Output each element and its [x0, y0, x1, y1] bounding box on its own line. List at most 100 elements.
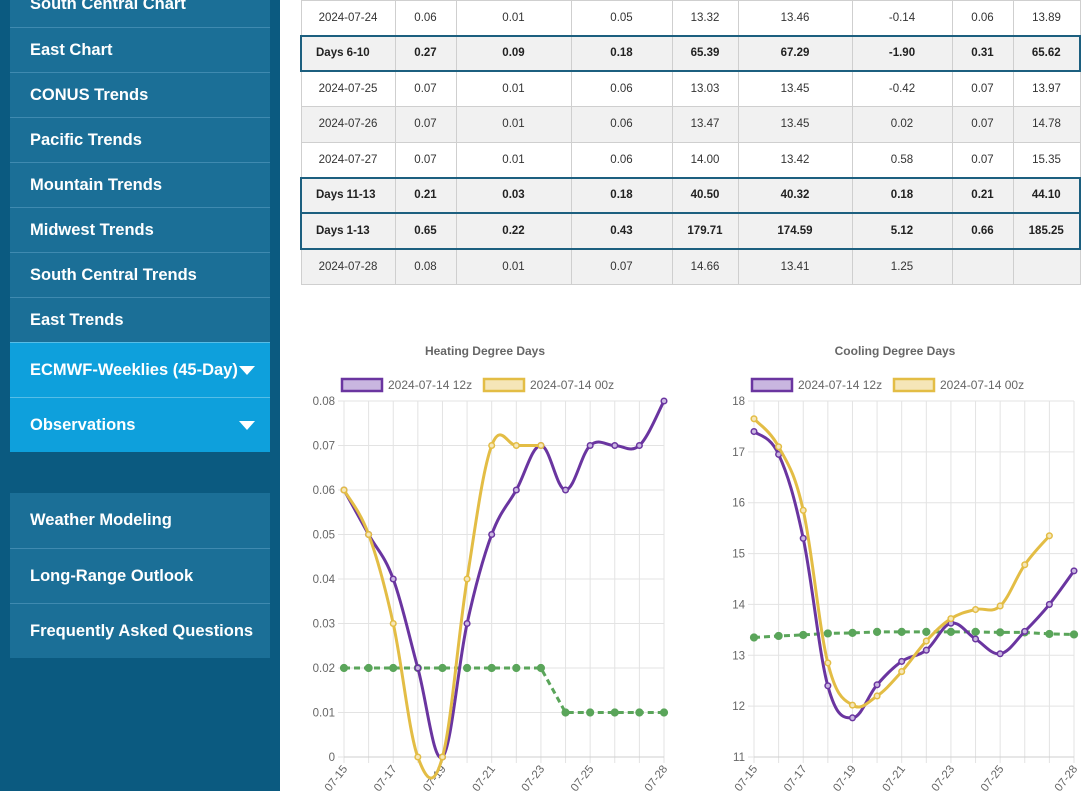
data-point[interactable] [586, 441, 594, 450]
data-point[interactable] [660, 397, 668, 405]
data-point[interactable] [463, 575, 471, 583]
data-point[interactable] [872, 627, 882, 636]
data-point[interactable] [750, 427, 758, 436]
sidebar-item-ecmwf-weeklies[interactable]: ECMWF-Weeklies (45-Day) [10, 342, 270, 397]
data-point[interactable] [749, 633, 759, 642]
data-point[interactable] [365, 530, 373, 539]
data-point[interactable] [996, 628, 1005, 637]
data-point[interactable] [389, 619, 397, 628]
data-point[interactable] [799, 630, 808, 640]
data-point[interactable] [922, 627, 931, 636]
data-point[interactable] [463, 619, 471, 628]
data-point[interactable] [537, 441, 545, 450]
data-point[interactable] [611, 441, 619, 450]
data-point[interactable] [536, 663, 546, 673]
sidebar-item-conus-trends[interactable]: CONUS Trends [10, 72, 270, 117]
table-cell: 13.89 [1012, 0, 1081, 36]
sidebar-item-east-trends[interactable]: East Trends [10, 297, 270, 342]
legend-swatch[interactable] [750, 377, 794, 393]
data-point[interactable] [824, 659, 832, 667]
sidebar-item-south-central-trends[interactable]: South Central Trends [10, 252, 270, 297]
data-point[interactable] [774, 631, 783, 641]
data-point[interactable] [340, 486, 348, 494]
data-point[interactable] [1070, 567, 1078, 575]
data-point[interactable] [561, 708, 570, 717]
sidebar-item-mountain-trends[interactable]: Mountain Trends [10, 162, 270, 207]
data-point[interactable] [898, 668, 906, 676]
data-point[interactable] [389, 575, 397, 583]
data-point[interactable] [462, 663, 472, 673]
data-point[interactable] [971, 605, 980, 614]
data-point[interactable] [512, 441, 520, 450]
data-point[interactable] [1045, 600, 1053, 608]
data-point[interactable] [659, 708, 669, 717]
legend-swatch[interactable] [892, 377, 936, 393]
data-point[interactable] [897, 627, 906, 636]
data-point[interactable] [635, 708, 644, 717]
data-point[interactable] [898, 657, 906, 665]
data-point[interactable] [586, 708, 595, 717]
data-point[interactable] [996, 602, 1004, 610]
sidebar-item-south-central-chart[interactable]: South Central Chart [10, 0, 270, 27]
table-cell-label: Days 11-13 [300, 176, 396, 214]
data-point[interactable] [750, 415, 758, 423]
series-line [752, 430, 1076, 720]
sidebar-item-faq[interactable]: Frequently Asked Questions [10, 603, 270, 658]
data-point[interactable] [799, 534, 807, 542]
data-point[interactable] [339, 663, 349, 673]
x-tick-label: 07-25 [569, 763, 597, 791]
data-point[interactable] [922, 637, 930, 645]
data-point[interactable] [848, 628, 857, 638]
legend-label[interactable]: 2024-07-14 12z [388, 378, 472, 392]
data-point[interactable] [922, 646, 930, 654]
sidebar-item-east-chart[interactable]: East Chart [10, 27, 270, 72]
data-point[interactable] [389, 663, 398, 673]
data-point[interactable] [414, 753, 422, 761]
data-point[interactable] [1045, 532, 1053, 540]
data-point[interactable] [438, 663, 447, 673]
data-point[interactable] [610, 708, 619, 717]
data-point[interactable] [488, 441, 496, 450]
data-point[interactable] [364, 663, 373, 673]
data-point[interactable] [561, 486, 570, 494]
data-point[interactable] [635, 441, 643, 450]
data-point[interactable] [1021, 627, 1029, 635]
x-tick-label: 07-17 [372, 763, 400, 791]
y-tick-label: 13 [732, 650, 745, 662]
data-point[interactable] [947, 615, 955, 623]
data-point[interactable] [487, 663, 496, 673]
data-point[interactable] [1069, 630, 1079, 639]
sidebar-item-pacific-trends[interactable]: Pacific Trends [10, 117, 270, 162]
data-point[interactable] [512, 663, 521, 673]
data-point[interactable] [488, 530, 496, 539]
legend-swatch[interactable] [482, 377, 526, 393]
data-point[interactable] [873, 692, 881, 700]
data-point[interactable] [946, 627, 956, 636]
legend-swatch[interactable] [340, 377, 384, 393]
legend-label[interactable]: 2024-07-14 12z [798, 378, 882, 392]
sidebar-item-long-range-outlook[interactable]: Long-Range Outlook [10, 548, 270, 603]
sidebar-item-midwest-trends[interactable]: Midwest Trends [10, 207, 270, 252]
data-point[interactable] [873, 681, 881, 689]
data-point[interactable] [848, 701, 857, 709]
table-cell: 0.21 [951, 176, 1014, 214]
data-point[interactable] [1045, 629, 1054, 639]
sidebar-item-weather-modeling[interactable]: Weather Modeling [10, 493, 270, 548]
data-point[interactable] [996, 650, 1004, 658]
data-point[interactable] [823, 629, 832, 638]
sidebar-item-observations[interactable]: Observations [10, 397, 270, 452]
table-cell: 0.07 [570, 248, 673, 285]
legend-label[interactable]: 2024-07-14 00z [530, 378, 614, 392]
data-point[interactable] [512, 486, 520, 494]
data-point[interactable] [414, 664, 422, 672]
data-point[interactable] [971, 627, 980, 636]
data-point[interactable] [848, 714, 857, 722]
data-point[interactable] [824, 682, 832, 690]
data-point[interactable] [1021, 561, 1029, 569]
table-body: 2024-07-24 0.06 0.01 0.05 13.32 13.46 -0.14 0.0… [300, 0, 1081, 285]
data-point[interactable] [971, 635, 980, 643]
data-point[interactable] [775, 443, 783, 451]
data-point[interactable] [799, 506, 807, 514]
legend-label[interactable]: 2024-07-14 00z [940, 378, 1024, 392]
data-point[interactable] [438, 753, 447, 761]
